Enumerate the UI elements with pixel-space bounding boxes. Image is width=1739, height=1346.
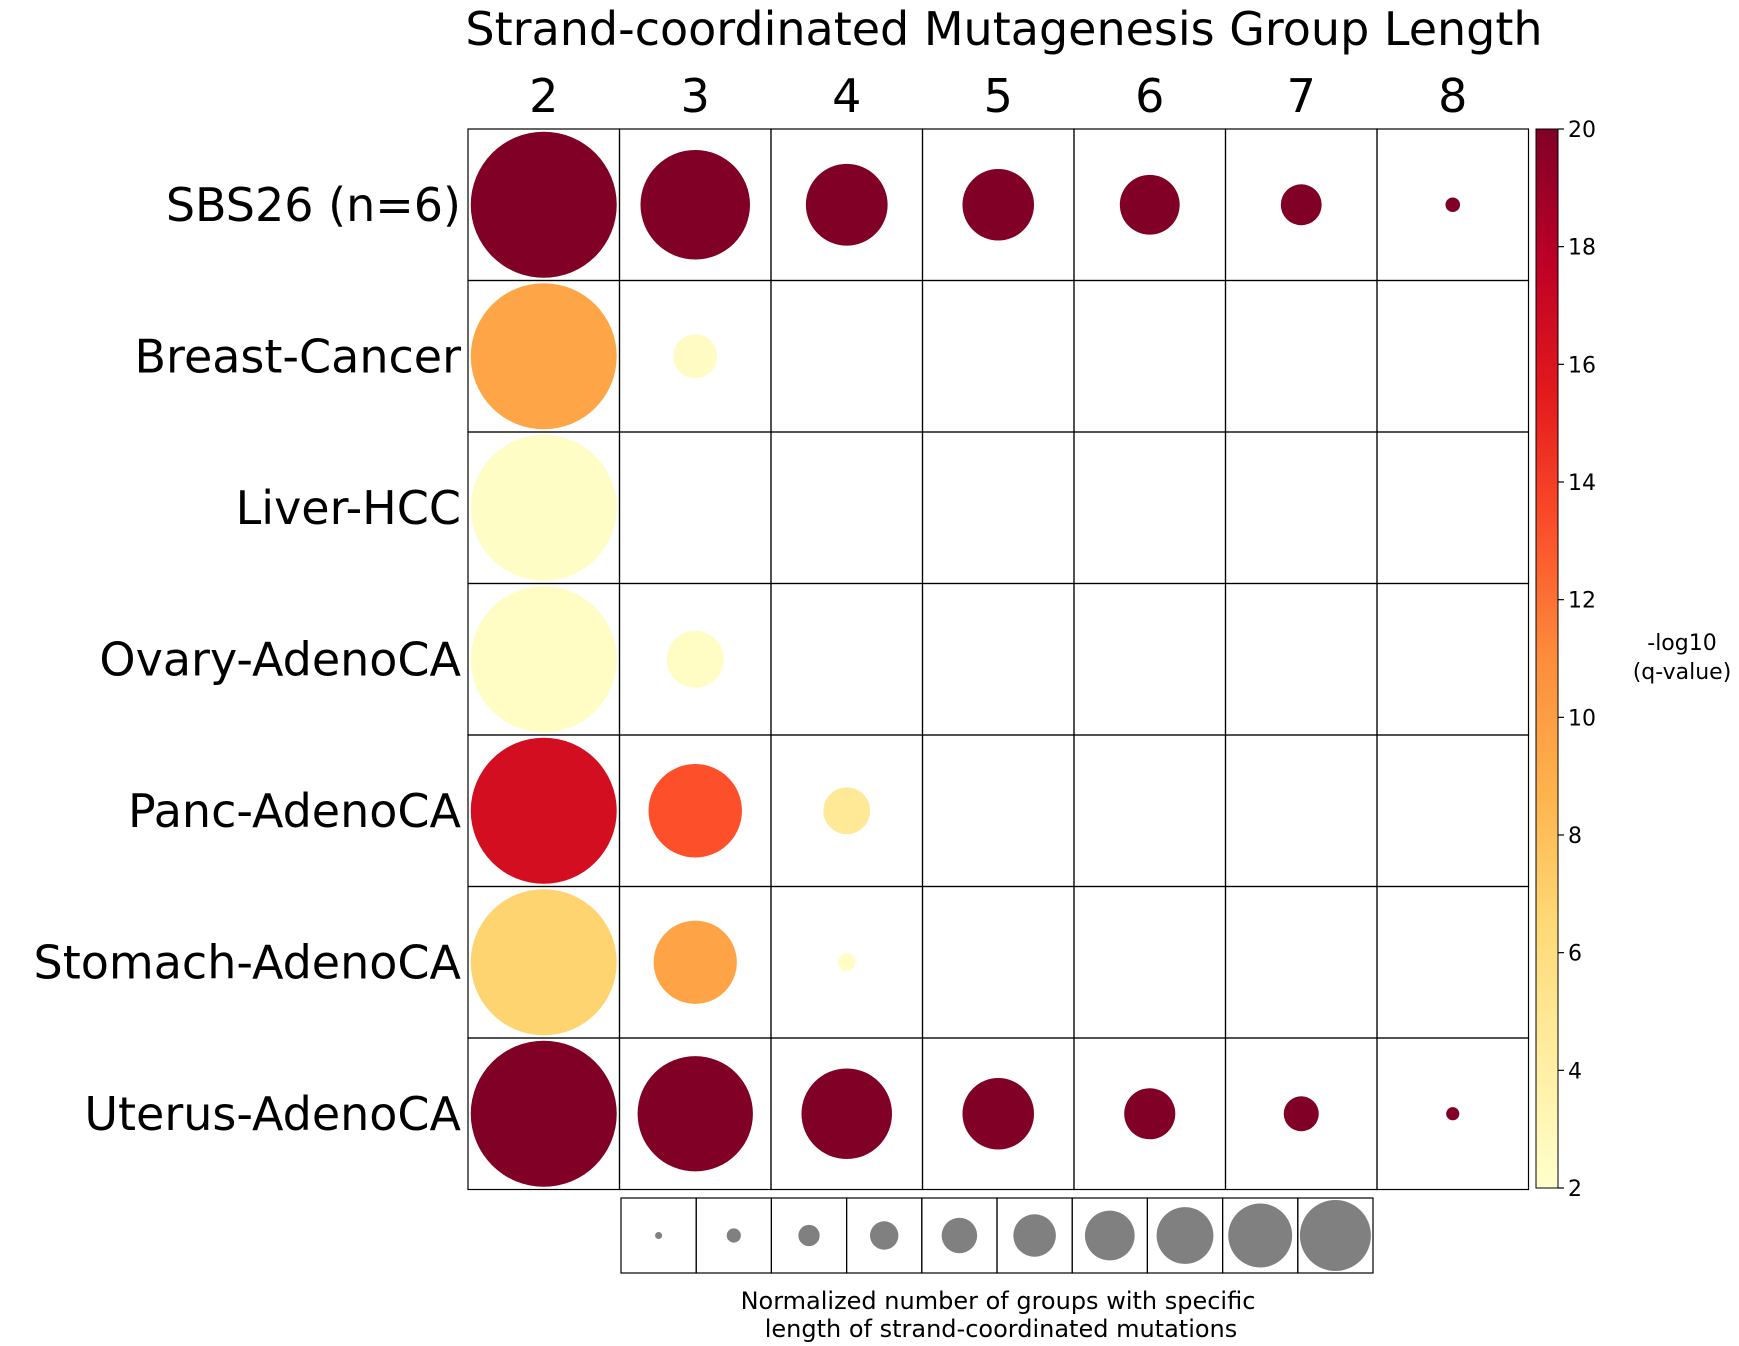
colorbar: 2 4 6 8 10 12 14 16 18 20 [1535,118,1596,1202]
grid-cell [770,279,924,433]
size-legend-label-line1: Normalized number of groups with specifi… [741,1287,1256,1315]
row-label-breast-cancer: Breast-Cancer [134,329,461,383]
grid-cell [1073,582,1227,736]
column-labels: 2 3 4 5 6 7 8 [529,69,1467,123]
colorbar-gradient [1535,128,1559,1189]
bubble-panc-adenoca-len-4 [823,787,871,835]
bubble-sbs26-n-6-len-4 [805,163,888,246]
grid-cell [921,734,1075,888]
grid-cell [1073,885,1227,1039]
size-legend-bubble [1228,1203,1293,1268]
grid-cell [1073,734,1227,888]
grid-cell [921,885,1075,1039]
size-legend-bubble [1156,1207,1214,1264]
colorbar-tick-label: 10 [1568,706,1596,731]
bubble-sbs26-n-6-len-3 [640,150,750,260]
row-label-ovary-adenoca: Ovary-AdenoCA [99,632,461,686]
grid-cell [1376,279,1530,433]
row-label-stomach-adenoca: Stomach-AdenoCA [34,935,462,989]
bubble-stomach-adenoca-len-2 [470,889,617,1036]
bubble-panc-adenoca-len-2 [470,737,617,884]
colorbar-tick-label: 6 [1568,942,1582,967]
bubble-uterus-adenoca-len-2 [470,1040,617,1187]
colorbar-tick-label: 4 [1568,1059,1582,1084]
bubble-uterus-adenoca-len-3 [637,1056,753,1172]
grid-cell [1073,431,1227,585]
size-legend-bubble [655,1231,663,1240]
bubble-panc-adenoca-len-3 [648,764,742,858]
bubble-sbs26-n-6-len-5 [962,168,1035,241]
grid-cell [1376,431,1530,585]
colorbar-label-line2: (q-value) [1633,660,1732,685]
row-label-panc-adenoca: Panc-AdenoCA [128,784,461,838]
row-label-liver-hcc: Liver-HCC [236,481,461,535]
bubble-breast-cancer-len-2 [470,283,617,430]
bubble-sbs26-n-6-len-7 [1280,184,1322,226]
grid-cell [1224,431,1378,585]
colorbar-label-line1: -log10 [1647,631,1716,656]
grid-cell [618,431,772,585]
grid-cell [1224,734,1378,888]
column-label-5: 5 [984,69,1013,123]
grid-cell [1224,582,1378,736]
size-legend-bubble [1084,1210,1135,1261]
column-label-8: 8 [1438,69,1467,123]
row-labels: SBS26 (n=6) Breast-Cancer Liver-HCC Ovary-A… [34,178,462,1141]
colorbar-tick-label: 14 [1568,471,1596,496]
grid-cell [1376,1037,1530,1191]
size-legend-bubble [870,1221,899,1250]
bubble-ovary-adenoca-len-3 [666,630,724,688]
row-label-sbs26-n-6: SBS26 (n=6) [166,178,461,232]
chart-title: Strand-coordinated Mutagenesis Group Len… [465,2,1542,56]
bubble-stomach-adenoca-len-4 [837,953,856,972]
bubble-ovary-adenoca-len-2 [470,586,617,733]
colorbar-tick-label: 16 [1568,353,1596,378]
grid-cell [921,582,1075,736]
grid-cell [921,279,1075,433]
bubble-sbs26-n-6-len-2 [470,131,617,278]
bubble-breast-cancer-len-3 [673,334,718,379]
bubble-sbs26-n-6-len-6 [1119,174,1180,235]
colorbar-tick-label: 8 [1568,824,1582,849]
size-legend-bubble [1013,1214,1056,1257]
column-label-7: 7 [1287,69,1316,123]
bubbles [470,131,1461,1187]
bubble-uterus-adenoca-len-4 [801,1068,893,1160]
row-label-uterus-adenoca: Uterus-AdenoCA [84,1087,461,1141]
grid-cell [1224,885,1378,1039]
grid-cell [1376,885,1530,1039]
column-label-4: 4 [832,69,861,123]
size-legend-bubble [941,1217,978,1254]
colorbar-tick-label: 2 [1568,1177,1582,1202]
bubble-sbs26-n-6-len-8 [1445,197,1461,213]
grid-cell [921,431,1075,585]
column-label-6: 6 [1135,69,1164,123]
bubble-stomach-adenoca-len-3 [653,920,737,1004]
bubble-uterus-adenoca-len-8 [1446,1107,1460,1121]
column-label-3: 3 [681,69,710,123]
grid-cell [1376,582,1530,736]
grid-cell [770,431,924,585]
colorbar-tick-label: 18 [1568,236,1596,261]
size-legend-label-line2: length of strand-coordinated mutations [765,1315,1238,1343]
column-label-2: 2 [529,69,558,123]
grid-cell [770,582,924,736]
grid-cell [1376,734,1530,888]
bubble-liver-hcc-len-2 [470,434,617,581]
size-legend-bubble [726,1228,741,1243]
grid [467,128,1530,1191]
size-legend-bubble [1299,1200,1371,1271]
bubble-uterus-adenoca-len-7 [1283,1096,1319,1132]
grid-cell [1224,279,1378,433]
size-legend-cell [1297,1197,1374,1274]
colorbar-tick-label: 20 [1568,118,1596,143]
grid-cell [1073,279,1227,433]
bubble-uterus-adenoca-len-6 [1124,1088,1176,1140]
colorbar-tick-label: 12 [1568,589,1596,614]
size-legend [620,1197,1374,1274]
size-legend-bubble [798,1224,820,1247]
bubble-uterus-adenoca-len-5 [962,1077,1035,1150]
